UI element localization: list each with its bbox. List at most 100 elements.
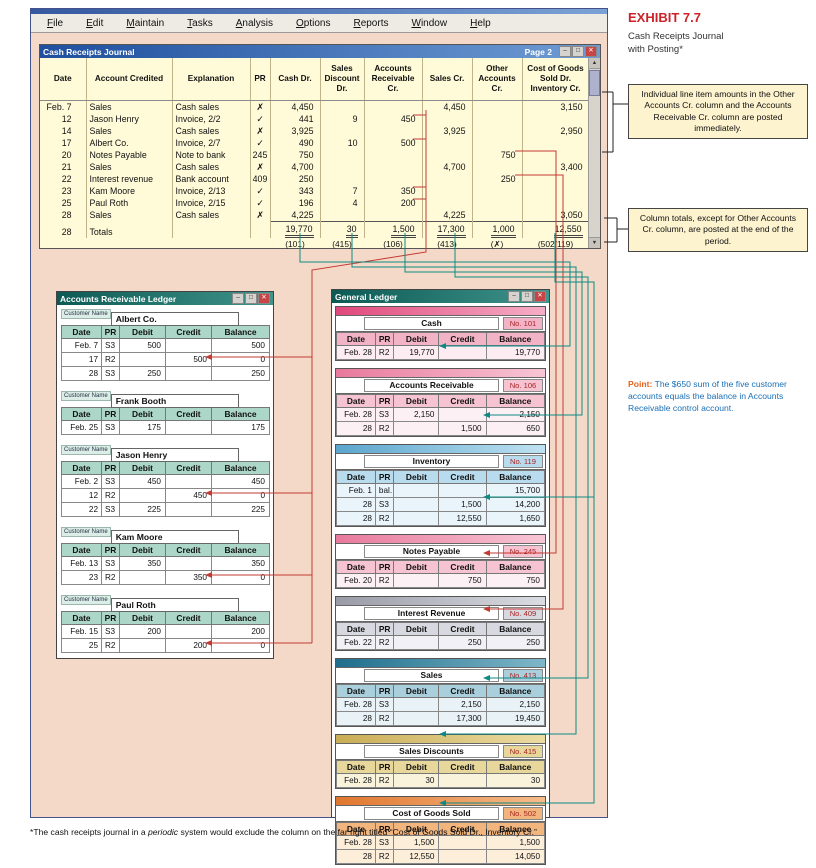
journal-titlebar[interactable]: Cash Receipts Journal Page 2 – □ ✕ <box>40 45 600 58</box>
maximize-icon[interactable]: □ <box>245 293 257 304</box>
exhibit-subtitle: Cash Receipts Journal with Posting* <box>628 31 724 55</box>
ledger-cell <box>393 711 440 726</box>
customer-name-field[interactable]: Paul Roth <box>110 598 239 612</box>
ledger-cell <box>393 483 440 498</box>
journal-row: 23 Kam Moore Invoice, 2/13 ✓ 343 7 350 <box>40 185 590 197</box>
ledger-cell: 750 <box>438 573 487 588</box>
customer-name-field[interactable]: Albert Co. <box>110 312 239 326</box>
journal-row: 22 Interest revenue Bank account 409 250 250 <box>40 173 590 185</box>
app-titlebar[interactable] <box>31 9 607 14</box>
menu-tasks[interactable]: Tasks <box>187 17 213 29</box>
ledger-header-row: Date PR Debit Credit Balance <box>61 543 270 557</box>
ar-ledger-titlebar[interactable]: Accounts Receivable Ledger – □ ✕ <box>57 292 273 305</box>
ledger-cell: 2,150 <box>438 697 487 712</box>
scroll-up-icon[interactable]: ▲ <box>589 58 600 69</box>
journal-cell: Bank account <box>172 173 251 185</box>
exhibit-heading: EXHIBIT 7.7 Cash Receipts Journal with P… <box>628 10 810 57</box>
menu-help[interactable]: Help <box>470 17 491 29</box>
gl-account-table: Date PR Debit Credit Balance Feb. 22 R2 250 250 <box>336 622 546 650</box>
ledger-cell: R2 <box>101 352 120 367</box>
journal-cell <box>472 100 523 113</box>
menu-reports[interactable]: Reports <box>353 17 389 29</box>
ledger-cell <box>393 573 440 588</box>
minimize-icon[interactable]: – <box>232 293 244 304</box>
footnote-italic: periodic <box>148 827 179 837</box>
close-icon[interactable]: ✕ <box>534 291 546 302</box>
journal-cell: 250 <box>472 173 523 185</box>
ledger-row: Feb. 20 R2 750 750 <box>336 573 546 588</box>
journal-row: Feb. 7 Sales Cash sales ✗ 4,450 4,450 3,150 <box>40 100 590 113</box>
customer-name-field[interactable]: Kam Moore <box>110 530 239 544</box>
journal-cell: 28 <box>40 221 87 238</box>
general-ledger-titlebar[interactable]: General Ledger – □ ✕ <box>332 290 549 303</box>
journal-col-header: Date <box>40 58 87 101</box>
journal-col-header: Sales Discount Dr. <box>320 58 365 101</box>
menu-file[interactable]: File <box>47 17 64 29</box>
journal-cell: 200 <box>364 197 423 209</box>
gl-account-strip <box>336 797 545 806</box>
journal-cell: ✗ <box>250 100 271 113</box>
ledger-cell: 200 <box>211 624 270 639</box>
journal-code-cell: (101) <box>285 239 305 249</box>
menu-analysis[interactable]: Analysis <box>235 17 273 29</box>
minimize-icon[interactable]: – <box>508 291 520 302</box>
journal-code-cell <box>250 238 270 250</box>
ledger-header-row: Date PR Debit Credit Balance <box>336 684 546 698</box>
menu-edit[interactable]: Edit <box>86 17 104 29</box>
gl-account-number: No. 415 <box>503 745 543 758</box>
journal-cell <box>522 149 590 161</box>
ledger-cell: 250 <box>211 366 270 381</box>
close-icon[interactable]: ✕ <box>585 46 597 57</box>
close-icon[interactable]: ✕ <box>258 293 270 304</box>
gl-account-cash: Cash No. 101 Date PR Debit Credit Balance Feb. … <box>335 306 546 361</box>
ledger-cell: S3 <box>374 497 395 512</box>
maximize-icon[interactable]: □ <box>572 46 584 57</box>
gl-account-interest-revenue: Interest Revenue No. 409 Date PR Debit Credit… <box>335 596 546 651</box>
journal-scrollbar[interactable]: ▲ ▼ <box>588 58 600 248</box>
journal-cell: 245 <box>250 149 271 161</box>
menu-window[interactable]: Window <box>411 17 448 29</box>
ledger-row: Feb. 28 R2 30 30 <box>336 773 546 788</box>
ledger-row: 28 R2 12,550 14,050 <box>336 849 546 864</box>
menu-options[interactable]: Options <box>295 17 331 29</box>
journal-cell: Sales <box>86 161 173 173</box>
customer-name-field[interactable]: Frank Booth <box>110 394 239 408</box>
journal-cell: 750 <box>472 149 523 161</box>
journal-cell <box>522 137 590 149</box>
journal-cell: 22 <box>40 173 87 185</box>
ledger-cell: R2 <box>374 711 395 726</box>
ledger-cell: 225 <box>119 502 166 517</box>
gl-account-number: No. 245 <box>503 545 543 558</box>
journal-code-cell: (106) <box>383 239 403 249</box>
menu-maintain[interactable]: Maintain <box>126 17 165 29</box>
ledger-row: 28 S3 250 250 <box>61 366 270 381</box>
ledger-cell: S3 <box>374 835 395 850</box>
ledger-header-row: Date PR Debit Credit Balance <box>336 332 546 346</box>
journal-cell: 4,225 <box>422 209 473 222</box>
minimize-icon[interactable]: – <box>559 46 571 57</box>
ledger-row: 17 R2 500 0 <box>61 352 270 367</box>
gl-account-table: Date PR Debit Credit Balance Feb. 28 S3 2,150 2,… <box>336 684 546 726</box>
gl-account-number: No. 413 <box>503 669 543 682</box>
customer-name-field[interactable]: Jason Henry <box>110 448 239 462</box>
ledger-cell: 28 <box>336 849 376 864</box>
journal-cell: 450 <box>364 113 423 125</box>
ledger-row: 28 S3 1,500 14,200 <box>336 497 546 512</box>
journal-cell: 441 <box>270 113 321 125</box>
journal-cell: 196 <box>270 197 321 209</box>
scrollbar-thumb[interactable] <box>589 70 600 96</box>
journal-cell: 1,500 <box>364 221 423 238</box>
ar-account-albert-co: Customer Name Albert Co. Date PR Debit Credit… <box>61 309 270 381</box>
ledger-cell: Feb. 28 <box>336 345 376 360</box>
ledger-cell: 2,150 <box>393 407 440 422</box>
journal-cell <box>320 209 365 222</box>
gl-account-strip <box>336 535 545 544</box>
ledger-row: Feb. 28 S3 2,150 2,150 <box>336 407 546 422</box>
ledger-cell: R2 <box>101 488 120 503</box>
scroll-down-icon[interactable]: ▼ <box>589 237 600 248</box>
ar-account-table: Date PR Debit Credit Balance Feb. 2 S3 450 450 12… <box>61 461 270 517</box>
journal-cell: Invoice, 2/7 <box>172 137 251 149</box>
maximize-icon[interactable]: □ <box>521 291 533 302</box>
journal-cell: 12 <box>40 113 87 125</box>
journal-cell: Note to bank <box>172 149 251 161</box>
